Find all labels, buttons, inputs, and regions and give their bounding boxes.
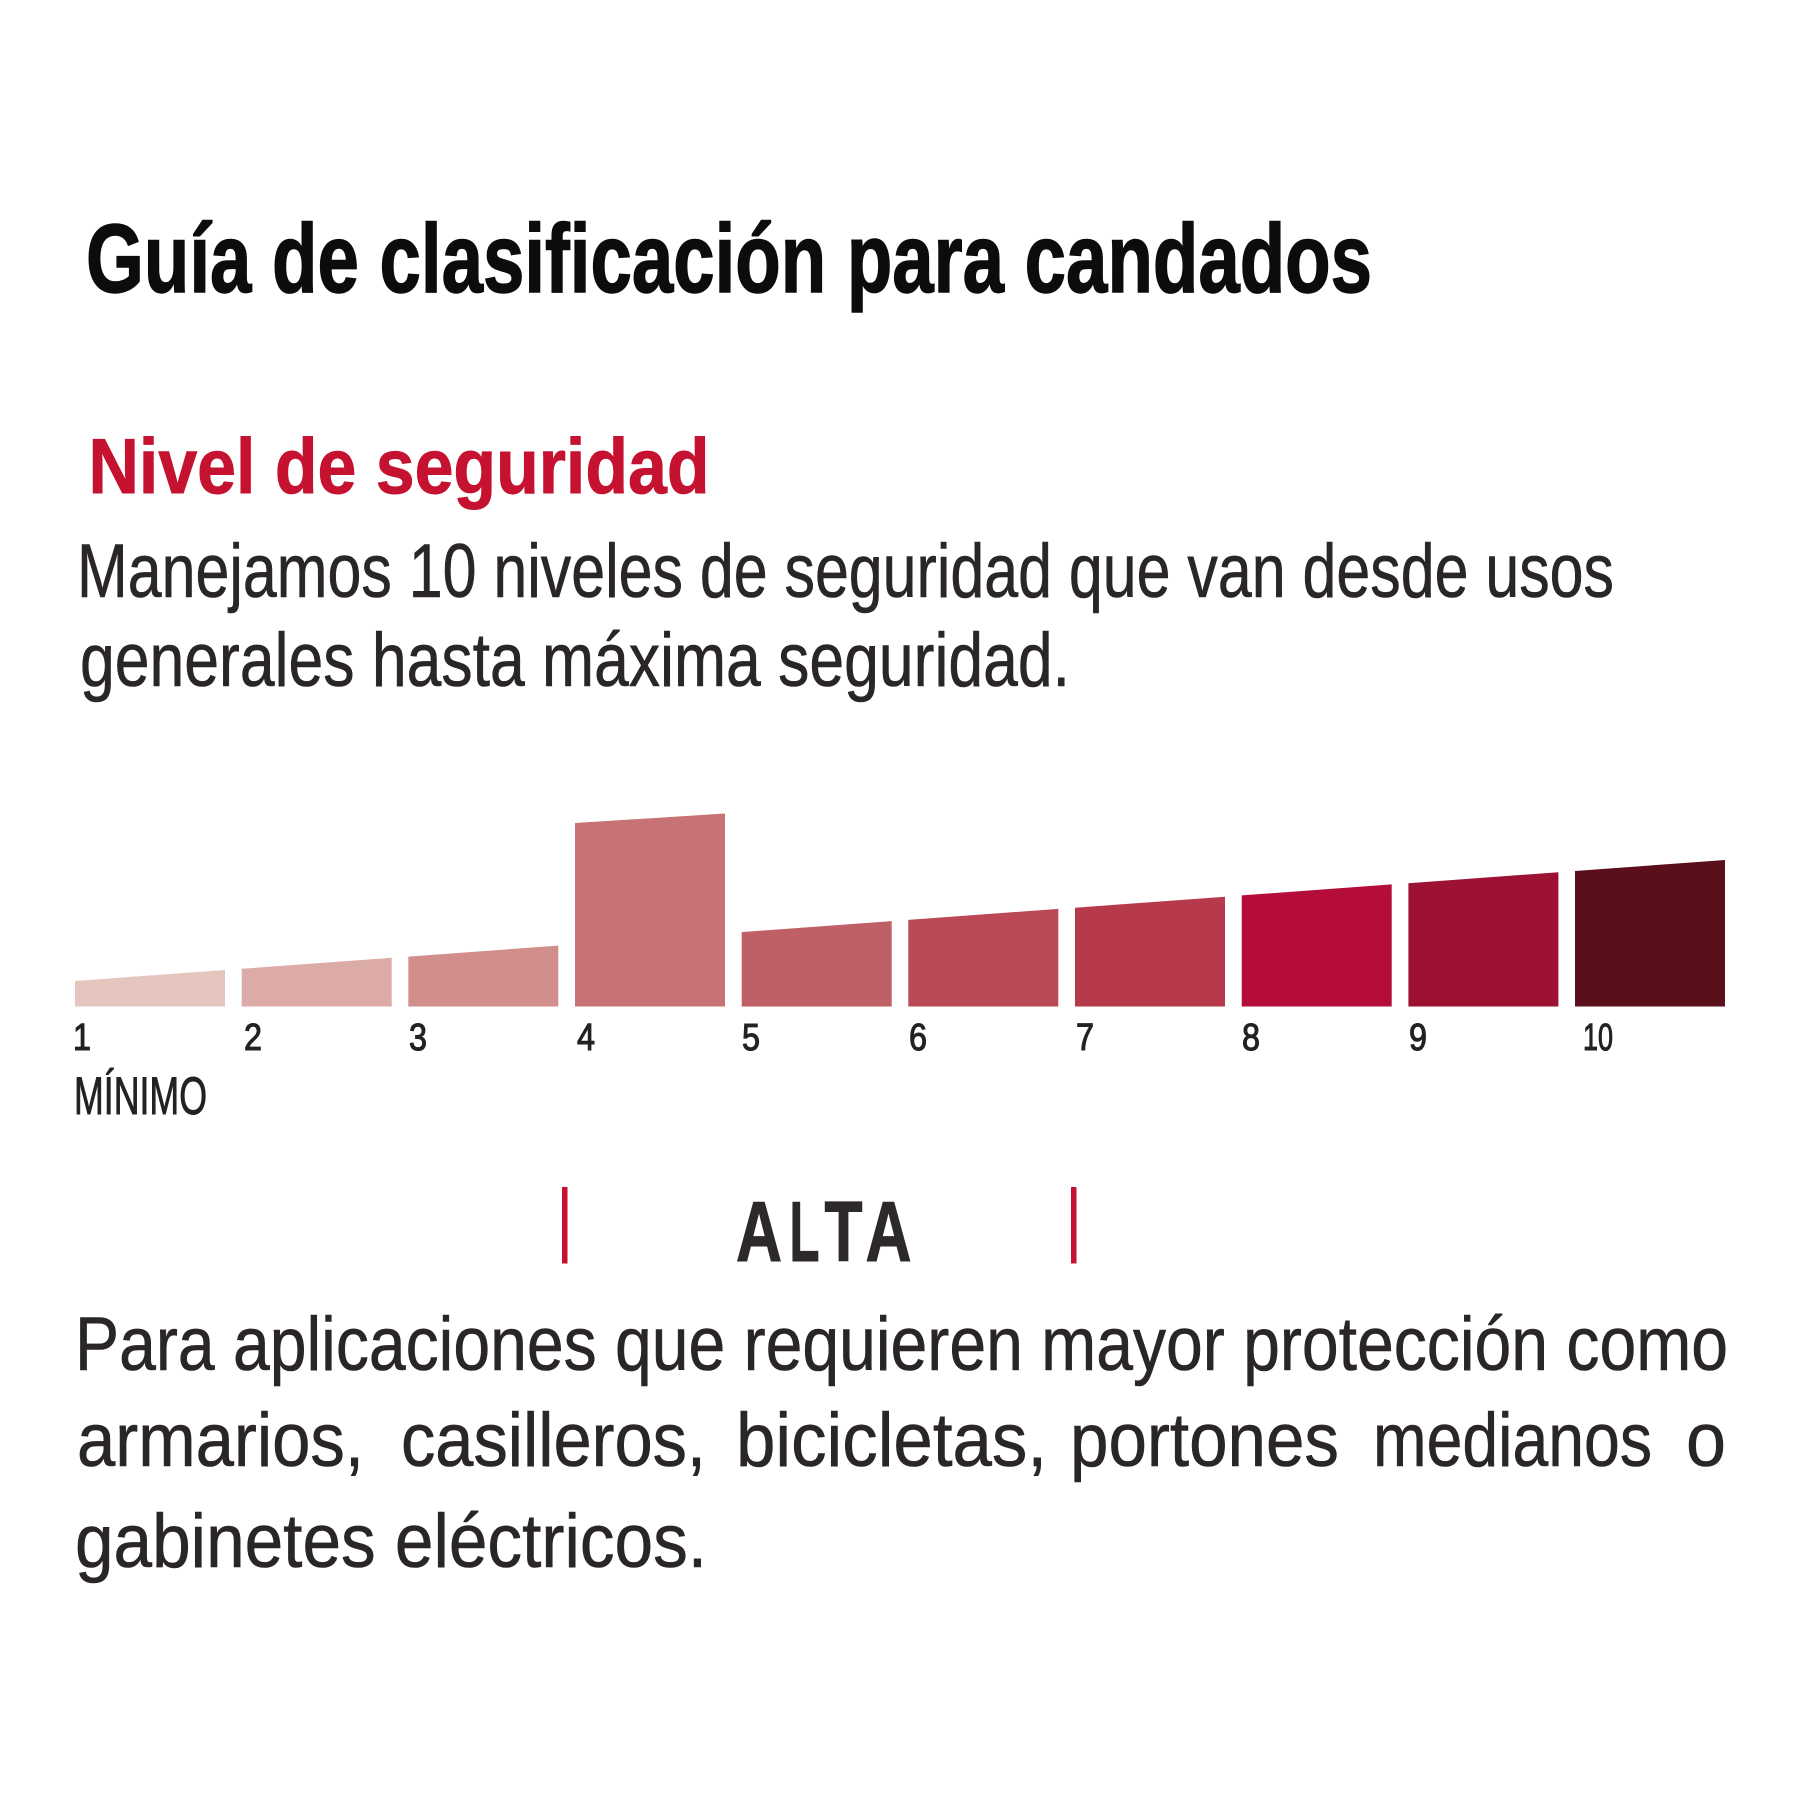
svg-text:gabinetes eléctricos.: gabinetes eléctricos. (75, 1499, 707, 1584)
svg-text:portones: portones (1070, 1398, 1339, 1483)
svg-text:3: 3 (409, 1017, 427, 1059)
svg-text:Para aplicaciones que requiere: Para aplicaciones que requieren mayor pr… (75, 1302, 1728, 1387)
svg-text:4: 4 (577, 1017, 595, 1059)
svg-text:1: 1 (73, 1017, 91, 1059)
svg-text:2: 2 (244, 1017, 262, 1059)
svg-text:bicicletas,: bicicletas, (736, 1398, 1047, 1483)
svg-text:T: T (825, 1185, 863, 1280)
svg-text:5: 5 (742, 1017, 760, 1059)
svg-text:o: o (1686, 1398, 1726, 1483)
svg-text:medianos: medianos (1373, 1398, 1652, 1483)
svg-text:10: 10 (1583, 1017, 1613, 1059)
svg-text:casilleros,: casilleros, (401, 1398, 706, 1483)
svg-text:armarios,: armarios, (77, 1398, 364, 1483)
svg-text:8: 8 (1242, 1017, 1260, 1059)
svg-text:MÍNIMO: MÍNIMO (74, 1067, 207, 1126)
svg-text:6: 6 (909, 1017, 927, 1059)
svg-text:9: 9 (1409, 1017, 1427, 1059)
svg-text:Nivel de seguridad: Nivel de seguridad (89, 422, 710, 510)
svg-text:A: A (736, 1185, 782, 1280)
svg-text:7: 7 (1076, 1017, 1094, 1059)
svg-text:A: A (866, 1185, 912, 1280)
svg-text:Manejamos 10 niveles de seguri: Manejamos 10 niveles de seguridad que va… (77, 529, 1614, 614)
svg-text:L: L (790, 1185, 820, 1280)
svg-text:generales hasta máxima segurid: generales hasta máxima seguridad. (80, 618, 1070, 703)
svg-text:Guía de clasificación para can: Guía de clasificación para candados (86, 204, 1372, 313)
